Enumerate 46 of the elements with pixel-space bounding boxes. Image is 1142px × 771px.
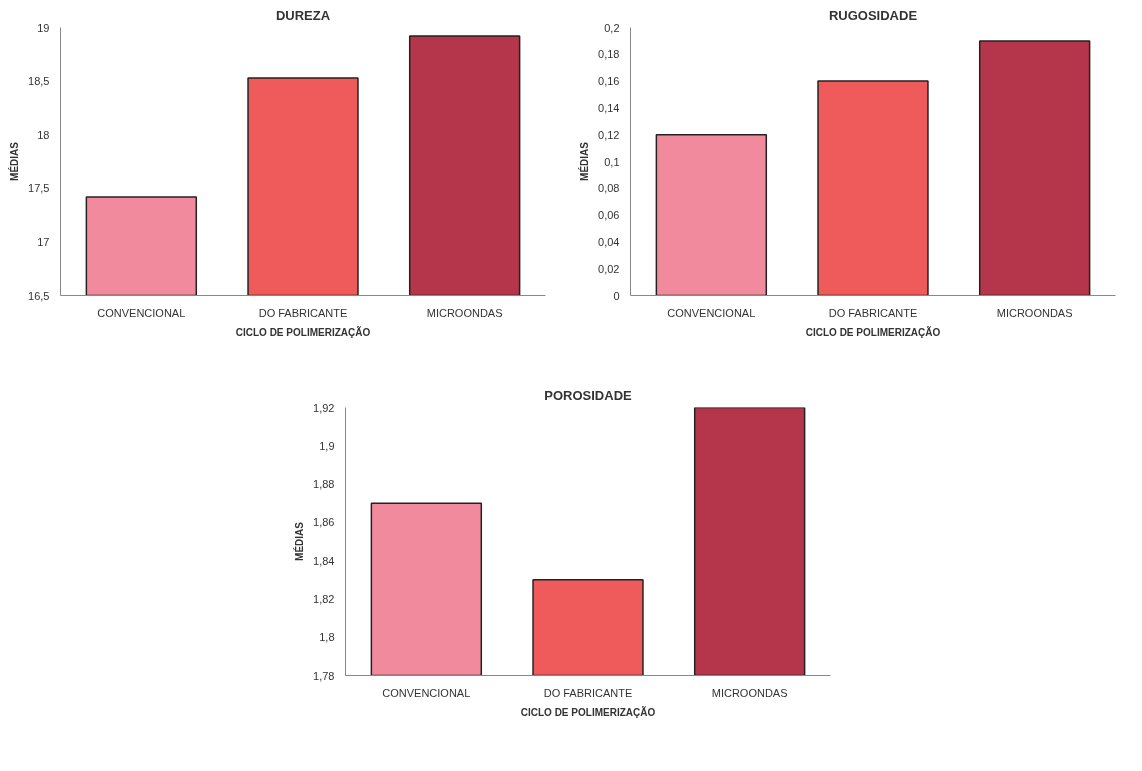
x-tick-label: CONVENCIONAL (667, 306, 756, 319)
x-tick-label: DO FABRICANTE (258, 306, 348, 319)
y-tick-label: 16,5 (28, 289, 50, 302)
chart-title: DUREZA (275, 7, 331, 23)
y-tick-label: 1,86 (313, 516, 335, 529)
y-tick-label: 0 (613, 289, 620, 302)
y-tick-label: 0,2 (604, 21, 620, 34)
bar (978, 40, 1091, 296)
x-tick-label: CONVENCIONAL (382, 686, 471, 699)
y-tick-label: 1,9 (319, 439, 335, 452)
y-tick-label: 0,18 (598, 48, 620, 61)
y-tick-label: 1,88 (313, 478, 335, 491)
y-tick-label: 17 (37, 235, 50, 248)
x-tick-label: MICROONDAS (996, 306, 1073, 319)
y-tick-label: 1,78 (313, 669, 335, 682)
x-tick-label: MICROONDAS (426, 306, 503, 319)
y-tick-label: 17,5 (28, 182, 50, 195)
bar (655, 133, 768, 296)
y-tick-label: 1,8 (319, 631, 335, 644)
x-tick-label: MICROONDAS (711, 686, 788, 699)
x-axis-title: CICLO DE POLIMERIZAÇÃO (520, 705, 656, 718)
y-tick-label: 0,04 (598, 235, 620, 248)
y-tick-label: 0,06 (598, 209, 620, 222)
chart-title: POROSIDADE (544, 387, 633, 403)
y-tick-label: 0,16 (598, 75, 620, 88)
y-tick-label: 1,84 (313, 554, 335, 567)
y-axis-title: MÉDIAS (578, 141, 591, 181)
y-tick-label: 18,5 (28, 75, 50, 88)
y-tick-label: 1,82 (313, 592, 335, 605)
chart-title: RUGOSIDADE (828, 7, 918, 23)
y-axis-title: MÉDIAS (8, 141, 21, 181)
x-tick-label: CONVENCIONAL (97, 306, 186, 319)
x-tick-label: DO FABRICANTE (828, 306, 918, 319)
y-tick-label: 0,1 (604, 155, 620, 168)
y-tick-label: 0,02 (598, 262, 620, 275)
x-axis-title: CICLO DE POLIMERIZAÇÃO (805, 325, 941, 338)
y-tick-label: 19 (37, 21, 50, 34)
x-axis-title: CICLO DE POLIMERIZAÇÃO (235, 325, 371, 338)
y-tick-label: 1,92 (313, 401, 335, 414)
y-tick-label: 0,14 (598, 101, 620, 114)
bar (817, 80, 929, 296)
y-tick-label: 18 (37, 128, 50, 141)
y-axis-title: MÉDIAS (293, 521, 306, 561)
y-tick-label: 0,12 (598, 128, 620, 141)
x-tick-label: DO FABRICANTE (543, 686, 633, 699)
y-tick-label: 0,08 (598, 182, 620, 195)
